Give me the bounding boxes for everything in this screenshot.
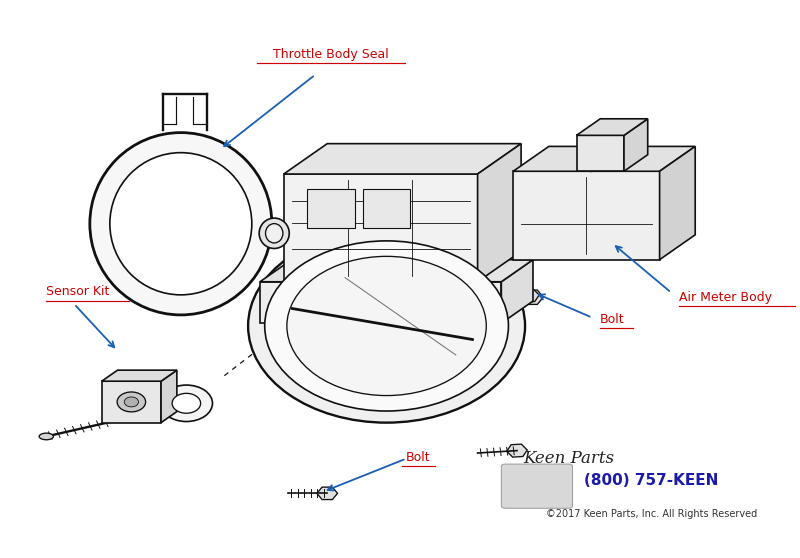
Ellipse shape: [90, 133, 272, 315]
Circle shape: [248, 229, 525, 422]
Text: (800) 757-KEEN: (800) 757-KEEN: [585, 473, 719, 488]
Polygon shape: [318, 323, 337, 354]
Circle shape: [117, 392, 146, 412]
Polygon shape: [102, 370, 177, 381]
Text: ©2017 Keen Parts, Inc. All Rights Reserved: ©2017 Keen Parts, Inc. All Rights Reserv…: [546, 509, 758, 519]
Polygon shape: [518, 289, 539, 302]
Ellipse shape: [259, 218, 290, 248]
Circle shape: [172, 393, 201, 413]
Text: Throttle Body Seal: Throttle Body Seal: [274, 48, 389, 61]
Text: Sensor Kit: Sensor Kit: [46, 285, 110, 299]
Polygon shape: [577, 136, 624, 171]
Polygon shape: [513, 146, 695, 171]
Ellipse shape: [110, 153, 252, 295]
Polygon shape: [102, 381, 161, 422]
Polygon shape: [260, 282, 502, 323]
Polygon shape: [317, 487, 338, 499]
Circle shape: [265, 241, 509, 411]
FancyBboxPatch shape: [502, 464, 573, 508]
Circle shape: [124, 397, 138, 407]
Text: Bolt: Bolt: [600, 313, 625, 326]
Polygon shape: [161, 370, 177, 422]
Polygon shape: [307, 189, 355, 228]
Polygon shape: [624, 119, 648, 171]
Ellipse shape: [39, 433, 54, 440]
Polygon shape: [659, 146, 695, 259]
Polygon shape: [513, 171, 659, 259]
Text: Bolt: Bolt: [406, 451, 430, 464]
Polygon shape: [284, 174, 478, 282]
Polygon shape: [366, 323, 386, 354]
Polygon shape: [363, 189, 410, 228]
Polygon shape: [260, 259, 533, 282]
Circle shape: [287, 256, 486, 396]
Polygon shape: [502, 259, 533, 323]
Circle shape: [160, 385, 213, 421]
Text: Keen Parts: Keen Parts: [523, 450, 614, 467]
Polygon shape: [478, 143, 521, 282]
Text: Air Meter Body: Air Meter Body: [679, 291, 772, 304]
Polygon shape: [577, 119, 648, 136]
Ellipse shape: [266, 224, 283, 243]
Polygon shape: [519, 290, 543, 305]
Polygon shape: [284, 143, 521, 174]
Polygon shape: [506, 444, 527, 457]
